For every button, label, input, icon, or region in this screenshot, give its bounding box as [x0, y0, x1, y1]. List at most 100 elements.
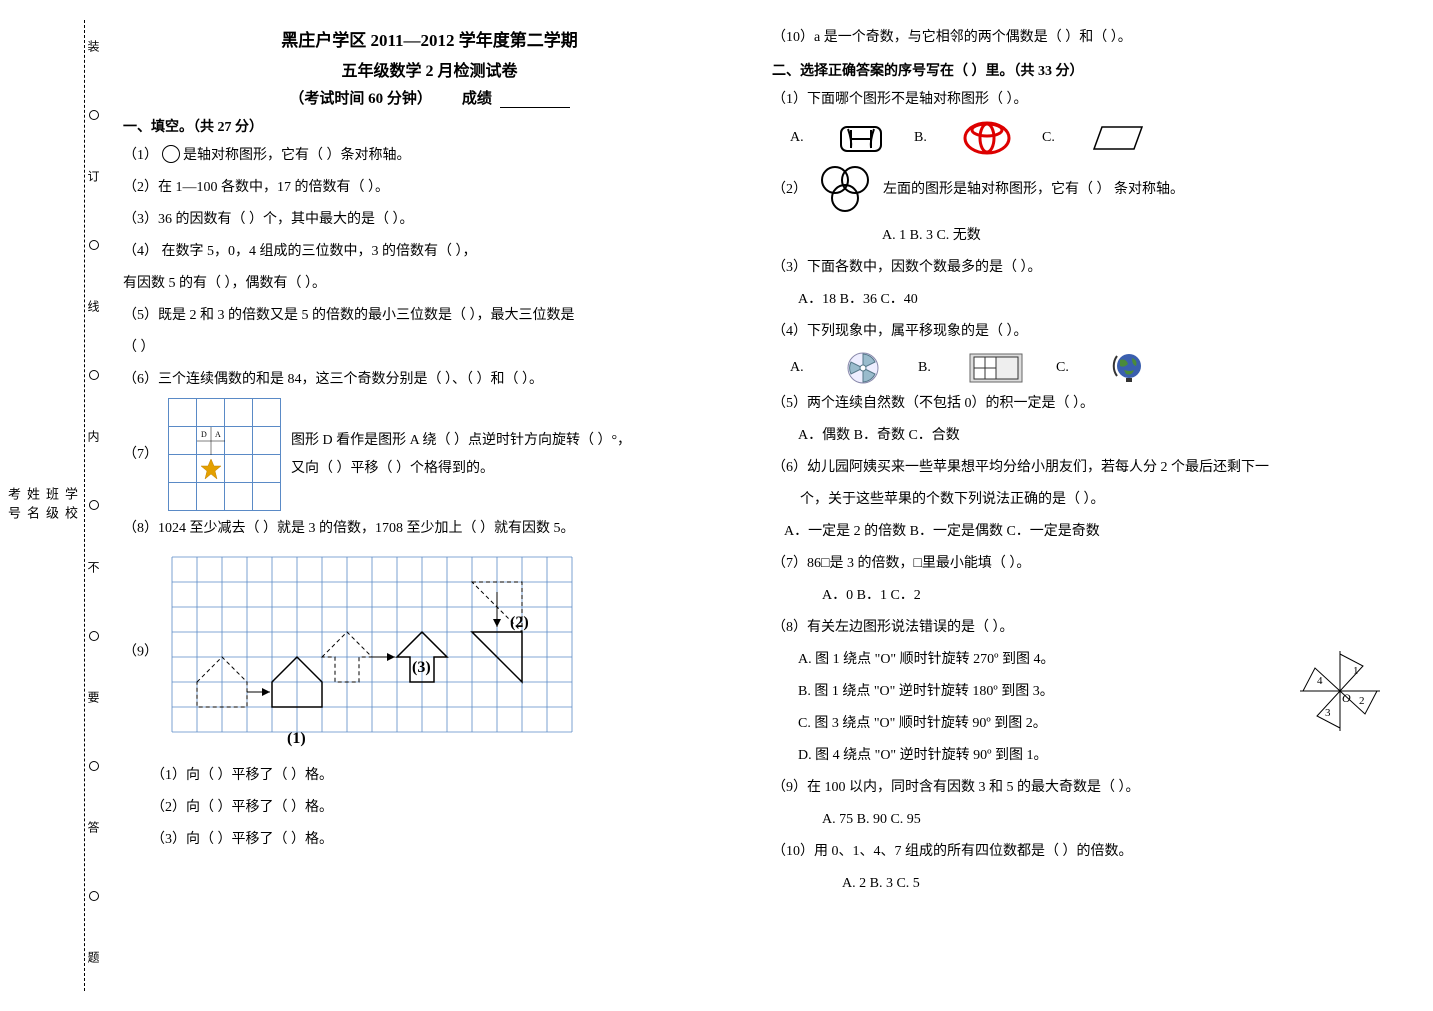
b-q5-opts: A．偶数 B．奇数 C．合数: [798, 422, 1385, 450]
star-icon: DA: [197, 427, 225, 455]
b-q5: （5）两个连续自然数（不包括 0）的积一定是（ ）。: [772, 390, 1385, 418]
q1-post: 是轴对称图形，它有（ ）条对称轴。: [183, 148, 411, 163]
q1: （1） 是轴对称图形，它有（ ）条对称轴。: [123, 142, 736, 170]
binding-circles: 装 订 线 内 不 要 答 题: [85, 0, 102, 1011]
opt-a-label: A.: [790, 360, 808, 376]
star-icon: [197, 455, 225, 483]
punch-hole-icon: [89, 631, 99, 641]
svg-text:4: 4: [1317, 675, 1323, 687]
parallelogram-icon: [1090, 123, 1146, 153]
b-q2: （2） 左面的图形是轴对称图形，它有（ ） 条对称轴。: [772, 162, 1385, 218]
logo-honda-icon: [838, 120, 884, 156]
q9: （9）: [123, 547, 736, 758]
svg-text:1: 1: [1353, 665, 1359, 677]
page-content: 黑庄户学区 2011—2012 学年度第二学期 五年级数学 2 月检测试卷 （考…: [85, 0, 1433, 1011]
exam-subtitle: 五年级数学 2 月检测试卷: [123, 57, 736, 81]
punch-hole-icon: [89, 761, 99, 771]
sliding-door-icon: [966, 350, 1026, 386]
stub-word: 答: [85, 821, 102, 841]
b-q10-opts: A. 2 B. 3 C. 5: [842, 870, 1385, 898]
opt-b-label: B.: [914, 130, 932, 146]
binding-form-labels: 学校 班级 姓名 考号: [0, 0, 84, 1011]
q9-label: （9）: [123, 645, 158, 660]
svg-text:2: 2: [1359, 695, 1365, 707]
globe-icon: [1104, 350, 1154, 386]
section-b-head: 二、选择正确答案的序号写在（ ）里。（共 33 分）: [772, 60, 1385, 80]
svg-text:D: D: [201, 430, 207, 439]
b-q1-options: A. B. C.: [790, 118, 1385, 158]
stub-word: 线: [85, 300, 102, 320]
stub-word: 题: [85, 951, 102, 971]
punch-hole-icon: [89, 110, 99, 120]
label-school: 学校: [61, 487, 80, 525]
b-q6b: 个，关于这些苹果的个数下列说法正确的是（ ）。: [772, 486, 1385, 514]
stub-word: 订: [85, 170, 102, 190]
label-class: 班级: [42, 487, 61, 525]
b-q10: （10）用 0、1、4、7 组成的所有四位数都是（ ）的倍数。: [772, 838, 1385, 866]
b-q7: （7）86□是 3 的倍数，□里最小能填（ ）。: [772, 550, 1385, 578]
b-q8: （8）有关左边图形说法错误的是（ ）。: [772, 614, 1385, 642]
column-right: （10）a 是一个奇数，与它相邻的两个偶数是（ ）和（ ）。 二、选择正确答案的…: [754, 20, 1403, 991]
b-q9-opts: A. 75 B. 90 C. 95: [822, 806, 1385, 834]
three-circles-icon: [813, 162, 877, 218]
stub-word: 要: [85, 691, 102, 711]
q7: （7） DA: [123, 398, 736, 511]
score-label: 成绩: [462, 91, 492, 107]
b-q7-opts: A．0 B．1 C．2: [822, 582, 1385, 610]
logo-toyota-icon: [962, 118, 1012, 158]
q8: （8）1024 至少减去（ ）就是 3 的倍数，1708 至少加上（ ）就有因数…: [123, 515, 736, 543]
binding-dashed-line: [84, 20, 85, 991]
windmill-figure: 1 2 3 4 O: [1295, 646, 1385, 736]
q7-pre: （7）: [123, 441, 158, 469]
q5b: （ ）: [123, 334, 736, 362]
b-q6-opts: A．一定是 2 的倍数 B．一定是偶数 C．一定是奇数: [772, 518, 1385, 546]
svg-text:O: O: [1342, 691, 1351, 705]
b-q3-opts: A．18 B．36 C．40: [798, 286, 1385, 314]
b-q3: （3）下面各数中，因数个数最多的是（ ）。: [772, 254, 1385, 282]
svg-text:A: A: [215, 430, 221, 439]
section-a-head: 一、填空。（共 27 分）: [123, 116, 736, 136]
q1-pre: （1）: [123, 148, 158, 163]
punch-hole-icon: [89, 500, 99, 510]
b-q4-options: A. B. C.: [790, 350, 1385, 386]
label-examno: 考号: [4, 487, 23, 525]
label-name: 姓名: [23, 487, 42, 525]
svg-text:3: 3: [1325, 707, 1331, 719]
timing-text: （考试时间 60 分钟）: [289, 91, 432, 107]
q7-line2: 又向（ ）平移（ ）个格得到的。: [291, 455, 736, 483]
b-q1: （1）下面哪个图形不是轴对称图形（ ）。: [772, 86, 1385, 114]
q9-1: （1）向（ ）平移了（ ）格。: [123, 762, 736, 790]
b-q4: （4）下列现象中，属平移现象的是（ ）。: [772, 318, 1385, 346]
opt-c-label: C.: [1056, 360, 1074, 376]
q9-3: （3）向（ ）平移了（ ）格。: [123, 826, 736, 854]
q6: （6）三个连续偶数的和是 84，这三个奇数分别是（ ）、（ ）和（ ）。: [123, 366, 736, 394]
b-q2-post: 左面的图形是轴对称图形，它有（ ） 条对称轴。: [883, 176, 1184, 204]
q9-2: （2）向（ ）平移了（ ）格。: [123, 794, 736, 822]
q4a: （4） 在数字 5，0，4 组成的三位数中，3 的倍数有（ ），: [123, 238, 736, 266]
timing-row: （考试时间 60 分钟） 成绩: [123, 87, 736, 108]
fan-icon: [838, 350, 888, 386]
q2: （2）在 1—100 各数中，17 的倍数有（ ）。: [123, 174, 736, 202]
b-q2-opts: A. 1 B. 3 C. 无数: [882, 222, 1385, 250]
binding-margin: 学校 班级 姓名 考号 装 订 线 内 不 要 答 题: [0, 0, 85, 1011]
svg-text:(1): (1): [287, 730, 306, 747]
stub-word: 装: [85, 40, 102, 60]
q10: （10）a 是一个奇数，与它相邻的两个偶数是（ ）和（ ）。: [772, 24, 1385, 52]
q7-line1: 图形 D 看作是图形 A 绕（ ）点逆时针方向旋转（ ）°，: [291, 427, 736, 455]
q9-translation-figure: (1) (3) (2): [162, 547, 582, 758]
circle-icon: [162, 145, 180, 163]
opt-b-label: B.: [918, 360, 936, 376]
punch-hole-icon: [89, 891, 99, 901]
svg-text:(3): (3): [412, 659, 431, 676]
b-q6a: （6）幼儿园阿姨买来一些苹果想平均分给小朋友们，若每人分 2 个最后还剩下一: [772, 454, 1385, 482]
q3: （3）36 的因数有（ ）个，其中最大的是（ ）。: [123, 206, 736, 234]
b-q9: （9）在 100 以内，同时含有因数 3 和 5 的最大奇数是（ ）。: [772, 774, 1385, 802]
punch-hole-icon: [89, 370, 99, 380]
q5: （5）既是 2 和 3 的倍数又是 5 的倍数的最小三位数是（ ），最大三位数是: [123, 302, 736, 330]
q4b: 有因数 5 的有（ ），偶数有（ ）。: [123, 270, 736, 298]
punch-hole-icon: [89, 240, 99, 250]
stub-word: 不: [85, 561, 102, 581]
score-blank[interactable]: [500, 107, 570, 108]
b-q2-pre: （2）: [772, 176, 807, 204]
column-left: 黑庄户学区 2011—2012 学年度第二学期 五年级数学 2 月检测试卷 （考…: [105, 20, 754, 991]
